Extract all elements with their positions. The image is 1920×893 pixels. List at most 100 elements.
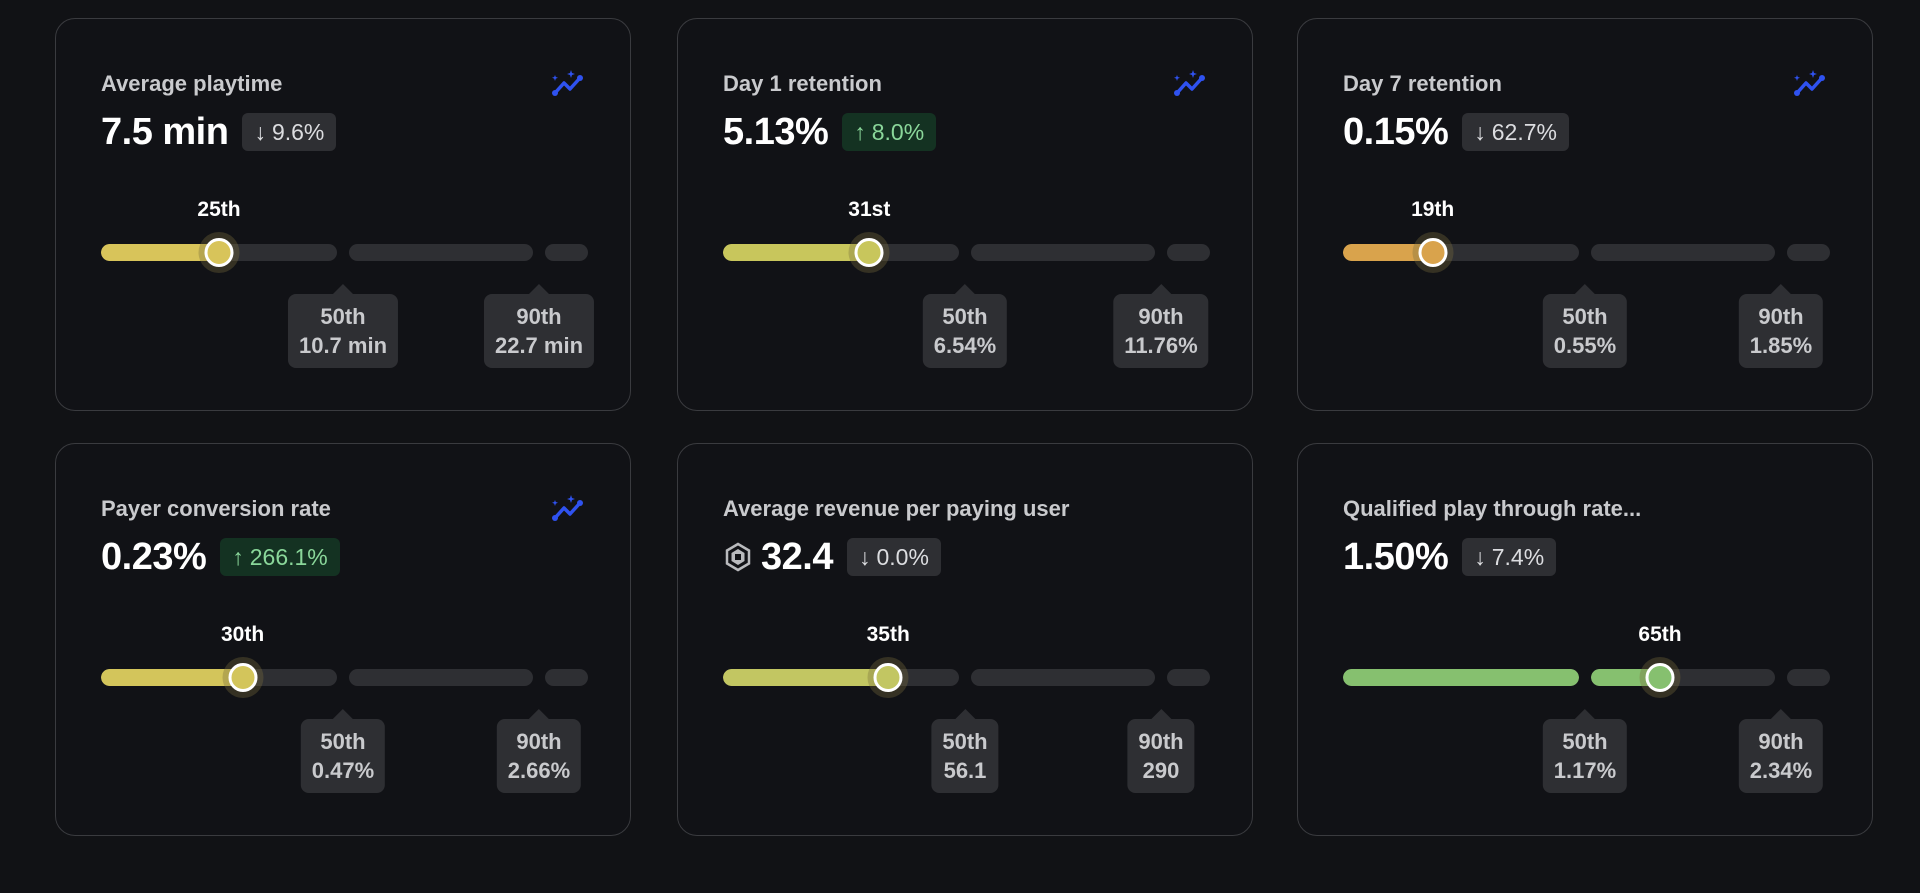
metric-value-row: 32.4 ↓ 0.0% bbox=[723, 534, 941, 580]
benchmark-value: 2.66% bbox=[507, 758, 571, 783]
bar-segment-50-90 bbox=[1591, 669, 1775, 686]
robux-icon bbox=[725, 542, 751, 572]
metric-value-row: 1.50% ↓ 7.4% bbox=[1343, 534, 1557, 580]
change-badge: ↑ 266.1% bbox=[220, 538, 340, 576]
benchmark-tooltip: 50th 0.47% bbox=[300, 709, 386, 793]
percentile-knob bbox=[1645, 663, 1675, 692]
benchmark-label: 50th bbox=[1562, 729, 1608, 754]
metric-title: Payer conversion rate bbox=[101, 496, 331, 521]
benchmark-label: 50th bbox=[942, 304, 988, 329]
bar-fill bbox=[1343, 244, 1433, 261]
benchmark-tooltip: 90th 2.34% bbox=[1738, 709, 1824, 793]
benchmark-label: 50th bbox=[1562, 304, 1608, 329]
benchmark-value: 10.7 min bbox=[298, 333, 388, 358]
change-badge: ↓ 0.0% bbox=[846, 538, 941, 576]
bar-segment-0-50 bbox=[101, 669, 337, 686]
arrow-up-icon: ↑ bbox=[854, 118, 866, 145]
change-badge: ↑ 8.0% bbox=[842, 113, 937, 151]
bar-segment-50-90 bbox=[971, 669, 1155, 686]
bar-segment-90-100 bbox=[1787, 244, 1830, 261]
bar-segment-90-100 bbox=[1787, 669, 1830, 686]
benchmark-label: 90th bbox=[1138, 304, 1184, 329]
metric-card[interactable]: Payer conversion rate 0.23% ↑ 266.1% 30t… bbox=[55, 443, 631, 836]
benchmark-tooltip: 90th 290 bbox=[1127, 709, 1195, 793]
percentile-bar bbox=[101, 238, 588, 267]
benchmark-value: 2.34% bbox=[1749, 758, 1813, 783]
benchmark-tooltip: 90th 2.66% bbox=[496, 709, 582, 793]
metric-value: 32.4 bbox=[761, 535, 833, 578]
metric-card[interactable]: Average revenue per paying user 32.4 ↓ 0… bbox=[677, 443, 1253, 836]
metric-value-row: 5.13% ↑ 8.0% bbox=[723, 109, 937, 155]
insight-sparkle-icon[interactable] bbox=[1792, 69, 1828, 99]
percentile-bar bbox=[101, 663, 588, 692]
benchmark-value: 0.47% bbox=[311, 758, 375, 783]
benchmark-value: 290 bbox=[1142, 758, 1180, 783]
arrow-down-icon: ↓ bbox=[254, 118, 266, 145]
benchmark-label: 50th bbox=[320, 304, 366, 329]
bar-fill bbox=[1591, 669, 1660, 686]
benchmark-value: 1.85% bbox=[1749, 333, 1813, 358]
bar-fill bbox=[723, 669, 889, 686]
bar-fill bbox=[723, 244, 870, 261]
percentile-bar bbox=[1343, 238, 1830, 267]
percentile-bar bbox=[723, 238, 1210, 267]
benchmark-label: 90th bbox=[1758, 304, 1804, 329]
metric-card[interactable]: Qualified play through rate... 1.50% ↓ 7… bbox=[1297, 443, 1873, 836]
metric-value: 7.5 min bbox=[101, 110, 229, 153]
benchmark-tooltip: 50th 10.7 min bbox=[287, 284, 399, 368]
benchmark-value: 0.55% bbox=[1553, 333, 1617, 358]
metric-value: 0.23% bbox=[101, 535, 207, 578]
metric-card[interactable]: Average playtime 7.5 min ↓ 9.6% 25th 50t… bbox=[55, 18, 631, 411]
percentile-knob bbox=[1418, 238, 1448, 267]
benchmark-value: 6.54% bbox=[933, 333, 997, 358]
metric-card[interactable]: Day 7 retention 0.15% ↓ 62.7% 19th 50th 0… bbox=[1297, 18, 1873, 411]
bar-segment-0-50 bbox=[1343, 669, 1579, 686]
benchmark-tooltip: 50th 56.1 bbox=[931, 709, 999, 793]
bar-fill bbox=[101, 669, 243, 686]
metric-title: Average revenue per paying user bbox=[723, 496, 1070, 521]
benchmark-tooltip: 90th 11.76% bbox=[1113, 284, 1209, 368]
benchmark-label: 50th bbox=[942, 729, 988, 754]
arrow-down-icon: ↓ bbox=[1474, 118, 1486, 145]
arrow-down-icon: ↓ bbox=[1474, 543, 1486, 570]
benchmark-label: 90th bbox=[1758, 729, 1804, 754]
metric-value-row: 0.23% ↑ 266.1% bbox=[101, 534, 340, 580]
bar-segment-50-90 bbox=[349, 244, 533, 261]
bar-fill bbox=[1343, 669, 1579, 686]
metric-value: 0.15% bbox=[1343, 110, 1449, 153]
metric-title: Day 7 retention bbox=[1343, 71, 1502, 96]
metric-value: 1.50% bbox=[1343, 535, 1449, 578]
change-value: 62.7% bbox=[1491, 118, 1557, 145]
percentile-knob bbox=[854, 238, 884, 267]
insight-sparkle-icon[interactable] bbox=[1172, 69, 1208, 99]
percentile-bar bbox=[1343, 663, 1830, 692]
percentile-label: 35th bbox=[866, 623, 910, 646]
benchmark-label: 90th bbox=[516, 729, 562, 754]
insight-sparkle-icon[interactable] bbox=[550, 69, 586, 99]
change-value: 7.4% bbox=[1491, 543, 1545, 570]
benchmark-tooltip: 90th 1.85% bbox=[1738, 284, 1824, 368]
change-value: 266.1% bbox=[249, 543, 328, 570]
benchmark-value: 1.17% bbox=[1553, 758, 1617, 783]
arrow-up-icon: ↑ bbox=[232, 543, 244, 570]
percentile-label: 19th bbox=[1411, 198, 1455, 221]
bar-segment-50-90 bbox=[1591, 244, 1775, 261]
bar-segment-0-50 bbox=[723, 244, 959, 261]
benchmark-label: 50th bbox=[320, 729, 366, 754]
insight-sparkle-icon[interactable] bbox=[550, 494, 586, 524]
benchmark-tooltip: 50th 1.17% bbox=[1542, 709, 1628, 793]
bar-segment-0-50 bbox=[1343, 244, 1579, 261]
change-badge: ↓ 9.6% bbox=[242, 113, 337, 151]
bar-segment-90-100 bbox=[1167, 669, 1210, 686]
change-value: 9.6% bbox=[271, 118, 325, 145]
bar-segment-50-90 bbox=[971, 244, 1155, 261]
metric-card[interactable]: Day 1 retention 5.13% ↑ 8.0% 31st 50th 6.… bbox=[677, 18, 1253, 411]
change-value: 8.0% bbox=[871, 118, 925, 145]
percentile-knob bbox=[873, 663, 903, 692]
metric-title: Day 1 retention bbox=[723, 71, 882, 96]
bar-segment-90-100 bbox=[545, 669, 588, 686]
bar-segment-90-100 bbox=[545, 244, 588, 261]
arrow-down-icon: ↓ bbox=[858, 543, 871, 570]
benchmark-label: 90th bbox=[1138, 729, 1184, 754]
metric-title: Average playtime bbox=[101, 71, 283, 96]
